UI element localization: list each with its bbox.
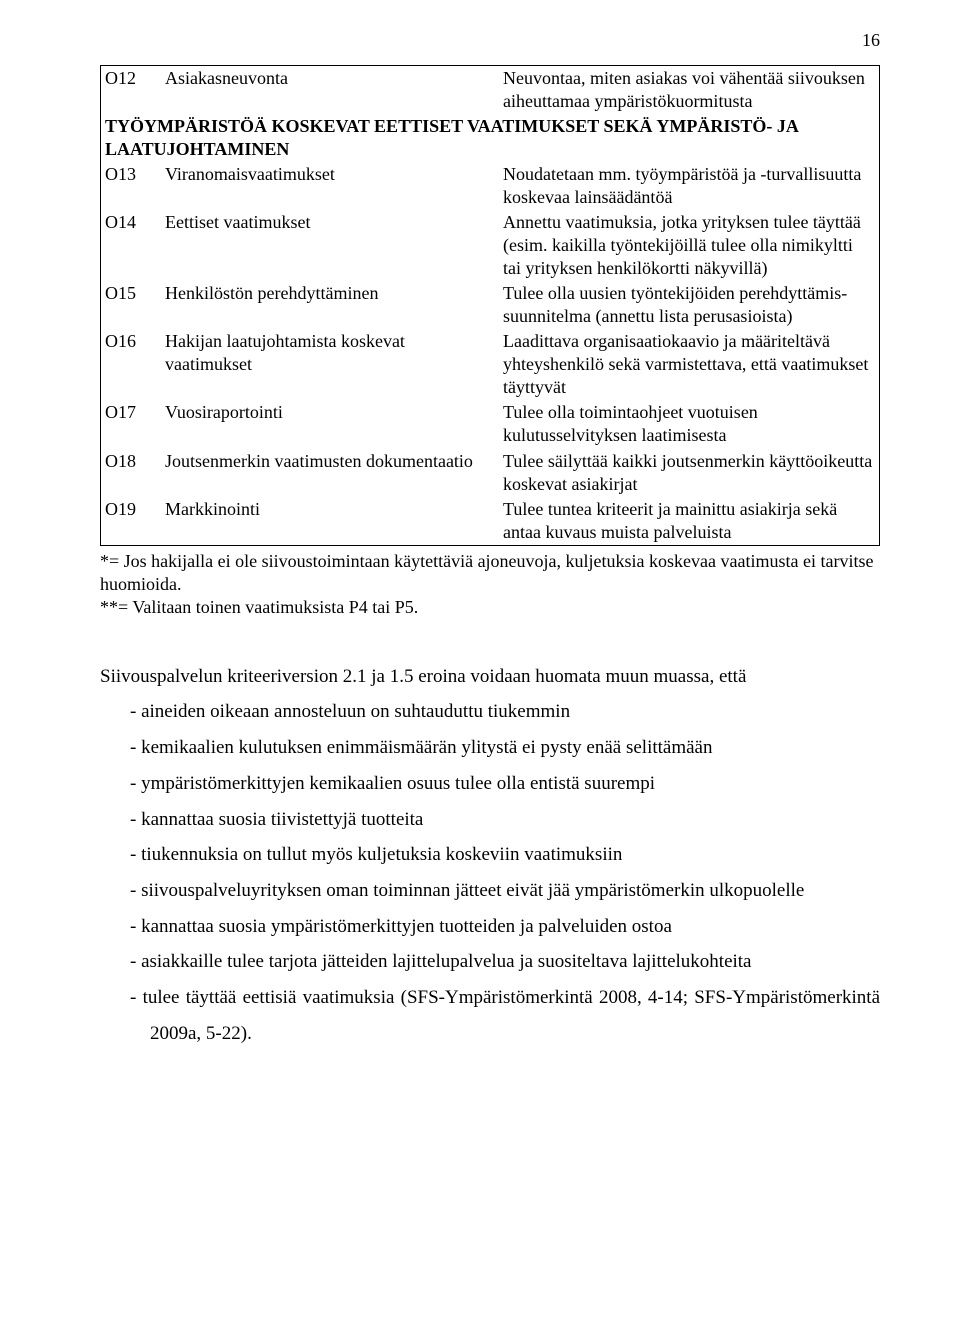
list-item: kannattaa suosia ympäristömerkittyjen tu… [130,909,880,945]
cell-desc: Tulee tuntea kriteerit ja mainittu asiak… [499,497,880,546]
list-item: siivouspalveluyrityksen oman toiminnan j… [130,873,880,909]
page-container: 16 O12 Asiakasneuvonta Neuvontaa, miten … [0,0,960,1331]
list-item: tulee täyttää eettisiä vaatimuksia (SFS-… [130,980,880,1051]
cell-code: O13 [101,162,162,210]
cell-code: O14 [101,210,162,281]
cell-desc: Laadittava organisaatiokaavio ja määrite… [499,329,880,400]
cell-label: Asiakasneuvonta [161,66,499,115]
cell-desc: Tulee säilyttää kaikki joutsenmerkin käy… [499,449,880,497]
page-number: 16 [100,30,880,51]
cell-code: O12 [101,66,162,115]
list-item: tiukennuksia on tullut myös kuljetuksia … [130,837,880,873]
cell-code: O19 [101,497,162,546]
cell-desc: Tulee olla toimintaohjeet vuotuisen kulu… [499,400,880,448]
table-row: O16 Hakijan laatujohtamista koskevat vaa… [101,329,880,400]
table-row: O15 Henkilöstön perehdyttäminen Tulee ol… [101,281,880,329]
cell-desc: Noudatetaan mm. työympäristöä ja -turval… [499,162,880,210]
table-row: O19 Markkinointi Tulee tuntea kriteerit … [101,497,880,546]
list-item: aineiden oikeaan annosteluun on suhtaudu… [130,694,880,730]
section-header: TYÖYMPÄRISTÖÄ KOSKEVAT EETTISET VAATIMUK… [101,114,880,162]
list-item: ympäristömerkittyjen kemikaalien osuus t… [130,766,880,802]
table-row: O18 Joutsenmerkin vaatimusten dokumentaa… [101,449,880,497]
footnote-2: **= Valitaan toinen vaatimuksista P4 tai… [100,596,880,619]
cell-label: Markkinointi [161,497,499,546]
cell-code: O16 [101,329,162,400]
list-item: kemikaalien kulutuksen enimmäismäärän yl… [130,730,880,766]
cell-code: O18 [101,449,162,497]
cell-desc: Annettu vaatimuksia, jotka yrityksen tul… [499,210,880,281]
bullet-list: aineiden oikeaan annosteluun on suhtaudu… [100,694,880,1051]
cell-label: Henkilöstön perehdyttäminen [161,281,499,329]
cell-code: O15 [101,281,162,329]
list-item: asiakkaille tulee tarjota jätteiden laji… [130,944,880,980]
table-row: O17 Vuosiraportointi Tulee olla toiminta… [101,400,880,448]
cell-label: Vuosiraportointi [161,400,499,448]
list-item: kannattaa suosia tiivistettyjä tuotteita [130,802,880,838]
table-row: O14 Eettiset vaatimukset Annettu vaatimu… [101,210,880,281]
cell-label: Viranomaisvaatimukset [161,162,499,210]
cell-label: Hakijan laatujohtamista koskevat vaatimu… [161,329,499,400]
footnotes: *= Jos hakijalla ei ole siivoustoimintaa… [100,550,880,619]
intro-paragraph: Siivouspalvelun kriteeriversion 2.1 ja 1… [100,659,880,695]
body-text: Siivouspalvelun kriteeriversion 2.1 ja 1… [100,659,880,1052]
cell-desc: Neuvontaa, miten asiakas voi vähentää si… [499,66,880,115]
footnote-1: *= Jos hakijalla ei ole siivoustoimintaa… [100,550,880,596]
cell-code: O17 [101,400,162,448]
table-row: O12 Asiakasneuvonta Neuvontaa, miten asi… [101,66,880,115]
cell-label: Eettiset vaatimukset [161,210,499,281]
table-row: O13 Viranomaisvaatimukset Noudatetaan mm… [101,162,880,210]
cell-label: Joutsenmerkin vaatimusten dokumentaatio [161,449,499,497]
requirements-table: O12 Asiakasneuvonta Neuvontaa, miten asi… [100,65,880,546]
table-section-header-row: TYÖYMPÄRISTÖÄ KOSKEVAT EETTISET VAATIMUK… [101,114,880,162]
cell-desc: Tulee olla uusien työntekijöiden perehdy… [499,281,880,329]
